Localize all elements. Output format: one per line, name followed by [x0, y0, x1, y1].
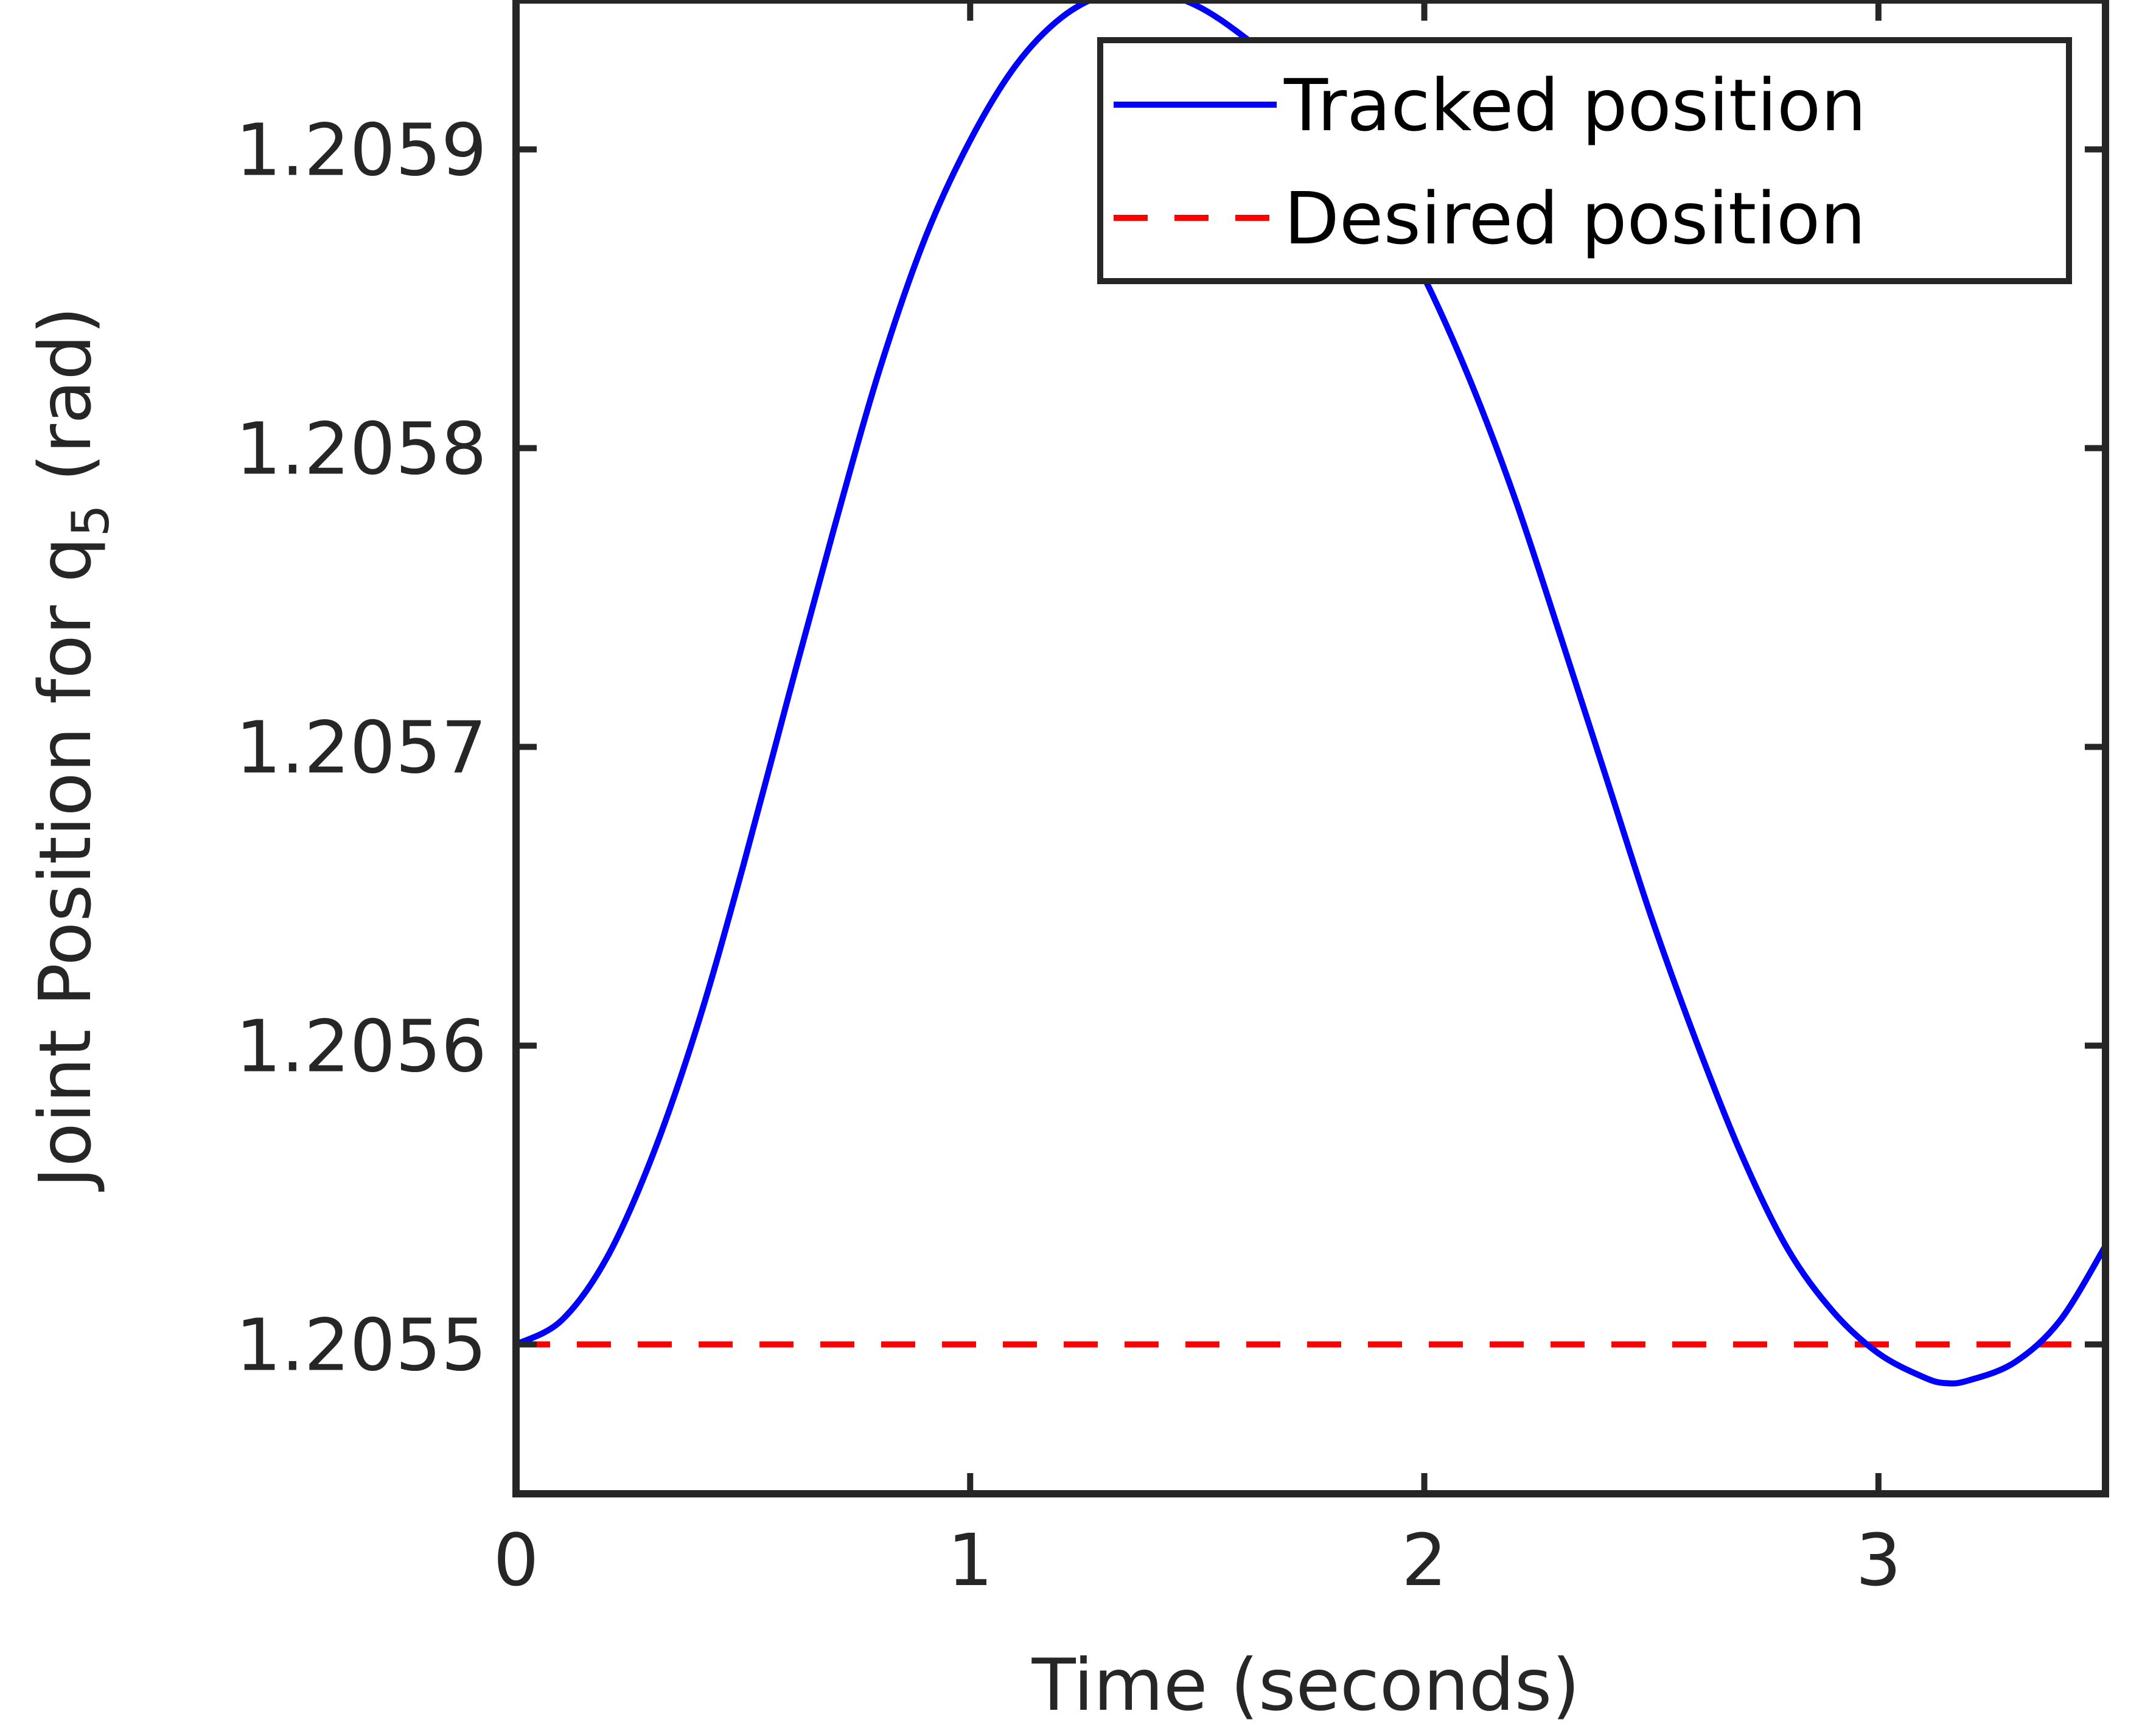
x-axis-label: Time (seconds): [1031, 1643, 1580, 1725]
x-tick-label: 2: [1401, 1518, 1447, 1602]
ticks: 0 1 2 3 1.2055 1.2056 1.2057 1.2058 1.2059: [235, 0, 2105, 1602]
x-tick-label: 3: [1855, 1518, 1901, 1602]
legend-box: [1097, 37, 2072, 284]
legend: Tracked position Desired position: [1097, 37, 2072, 284]
y-axis-label-prefix: Joint Position for q: [23, 537, 107, 1192]
y-axis-label: Joint Position for q5 (rad): [23, 307, 120, 1193]
y-axis-label-suffix: (rad): [23, 307, 107, 504]
y-tick-label: 1.2059: [235, 108, 487, 192]
y-tick-label: 1.2057: [235, 706, 487, 790]
x-tick-label: 0: [493, 1518, 539, 1602]
legend-label-tracked: Tracked position: [1283, 63, 1866, 147]
x-tick-label: 1: [947, 1518, 993, 1602]
legend-label-desired: Desired position: [1284, 176, 1866, 260]
y-tick-label: 1.2056: [235, 1005, 487, 1089]
y-axis-label-subscript: 5: [61, 504, 120, 537]
y-tick-label: 1.2055: [235, 1303, 487, 1387]
y-tick-label: 1.2058: [235, 407, 487, 491]
